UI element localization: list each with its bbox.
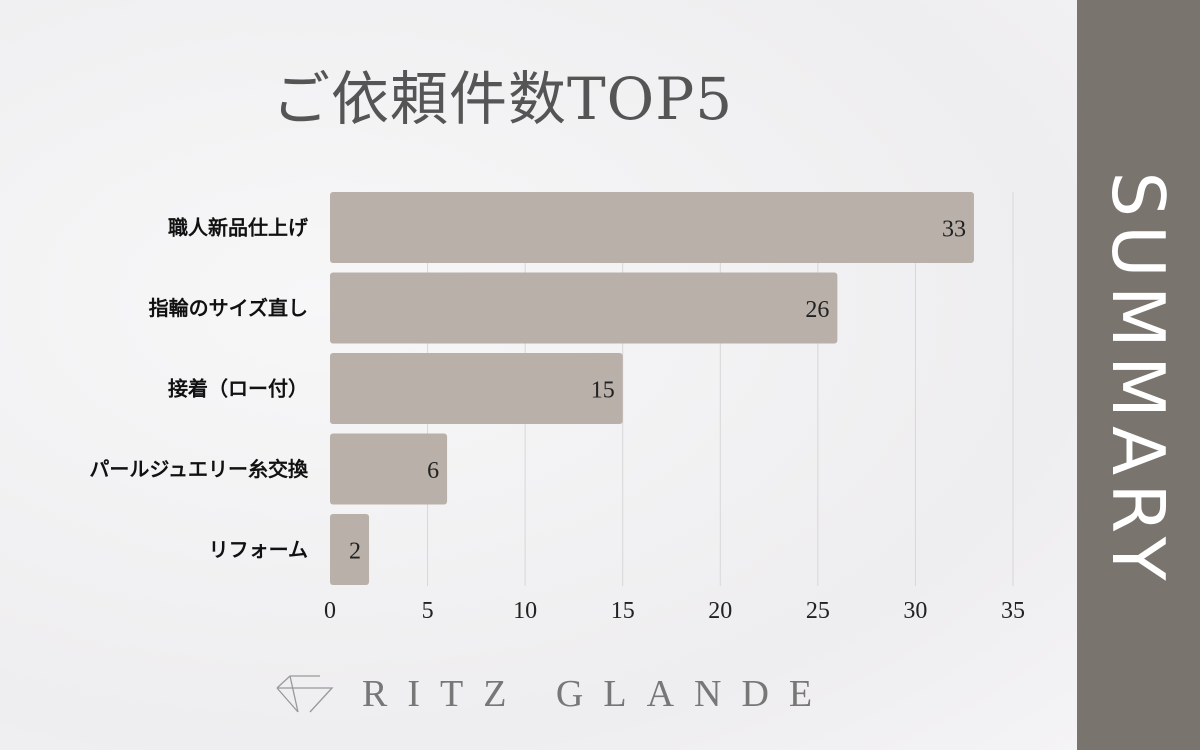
data-label: 15	[591, 378, 615, 404]
category-label: 指輪のサイズ直し	[149, 296, 308, 320]
data-label: 33	[942, 217, 966, 243]
chart-title: ご依頼件数TOP5	[272, 65, 734, 133]
x-tick-label: 35	[1001, 598, 1025, 624]
logo: RITZ GLANDE	[272, 672, 832, 716]
summary-label: SUMMARY	[1096, 171, 1180, 589]
bar	[330, 192, 974, 263]
data-label: 6	[427, 458, 439, 484]
x-tick-label: 0	[324, 598, 336, 624]
category-label: 職人新品仕上げ	[168, 216, 309, 240]
x-tick-label: 30	[903, 598, 927, 624]
diamond-icon	[276, 675, 334, 713]
summary-panel	[1077, 0, 1200, 750]
x-tick-label: 5	[422, 598, 434, 624]
data-label: 26	[805, 297, 829, 323]
bar	[330, 272, 838, 344]
category-label: 接着（ロー付）	[168, 377, 308, 401]
data-label: 2	[349, 539, 361, 565]
category-label: パールジュエリー糸交換	[89, 457, 309, 481]
x-tick-label: 25	[806, 598, 830, 624]
bar	[330, 433, 448, 505]
bar	[330, 353, 623, 424]
x-tick-label: 20	[708, 598, 732, 624]
bar	[330, 514, 370, 585]
x-tick-label: 10	[513, 598, 537, 624]
logo-text: RITZ GLANDE	[362, 673, 833, 715]
category-label: リフォーム	[209, 538, 308, 562]
x-tick-label: 15	[611, 598, 635, 624]
